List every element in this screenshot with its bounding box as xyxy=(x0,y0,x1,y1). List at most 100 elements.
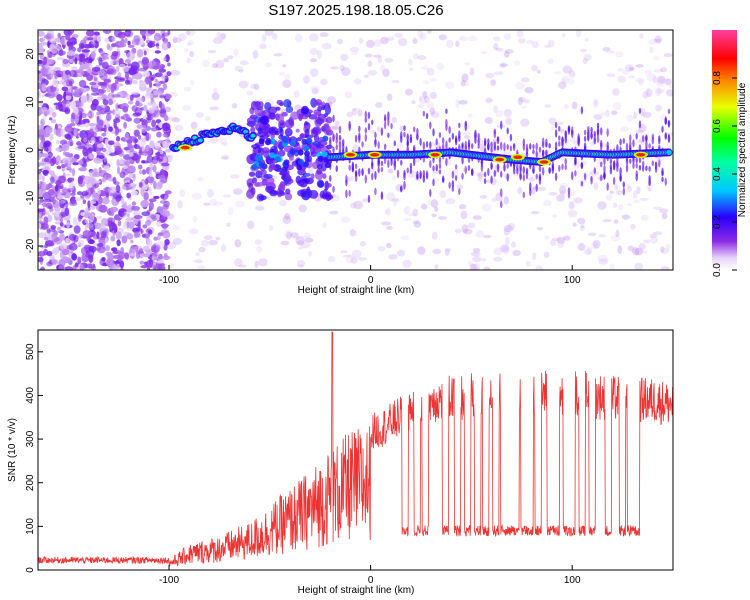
heatmap-blob xyxy=(530,211,540,215)
heatmap-blob xyxy=(606,141,609,149)
heatmap-blob xyxy=(653,206,662,210)
heatmap-blob xyxy=(133,117,142,124)
heatmap-blob xyxy=(582,57,588,65)
spectrogram-y-tick-label: 0 xyxy=(25,147,36,153)
heatmap-blob xyxy=(67,30,75,35)
heatmap-blob xyxy=(184,47,189,53)
heatmap-blob xyxy=(609,190,615,194)
heatmap-blob xyxy=(144,178,149,185)
heatmap-blob xyxy=(55,147,63,152)
heatmap-blob xyxy=(148,201,154,211)
heatmap-blob xyxy=(55,156,61,165)
heatmap-blob xyxy=(418,99,428,105)
heatmap-blob xyxy=(568,201,575,210)
heatmap-blob xyxy=(445,140,448,150)
heatmap-blob xyxy=(619,138,622,146)
heatmap-blob xyxy=(516,30,524,38)
heatmap-blob xyxy=(143,253,150,258)
heatmap-blob xyxy=(250,83,257,89)
heatmap-blob xyxy=(47,205,54,209)
heatmap-blob xyxy=(451,170,455,179)
heatmap-blob xyxy=(429,188,432,197)
heatmap-blob xyxy=(141,169,147,175)
heatmap-blob xyxy=(490,79,497,86)
heatmap-blob xyxy=(641,134,645,143)
heatmap-blob xyxy=(653,68,664,73)
heatmap-blob xyxy=(338,140,342,150)
heatmap-blob xyxy=(644,69,652,75)
heatmap-blob xyxy=(469,263,477,270)
heatmap-blob xyxy=(40,107,48,112)
heatmap-blob xyxy=(38,30,45,37)
heatmap-blob xyxy=(285,188,291,195)
heatmap-blob xyxy=(480,164,484,172)
heatmap-blob xyxy=(96,147,101,156)
heatmap-blob xyxy=(448,181,451,189)
heatmap-blob xyxy=(156,155,164,162)
heatmap-blob xyxy=(645,88,653,98)
heatmap-blob xyxy=(110,53,118,60)
heatmap-blob xyxy=(278,71,286,76)
heatmap-blob xyxy=(160,229,170,234)
heatmap-blob xyxy=(596,157,605,165)
heatmap-blob xyxy=(70,177,75,182)
heatmap-blob xyxy=(253,83,260,91)
heatmap-blob xyxy=(113,225,118,234)
heatmap-blob xyxy=(435,163,438,172)
heatmap-blob xyxy=(380,192,384,200)
heatmap-blob xyxy=(98,155,105,159)
heatmap-blob xyxy=(403,206,410,215)
heatmap-blob xyxy=(167,116,178,122)
heatmap-blob xyxy=(493,71,504,76)
heatmap-blob xyxy=(319,32,329,38)
heatmap-blob xyxy=(163,243,168,251)
heatmap-blob xyxy=(609,263,616,270)
heatmap-blob xyxy=(88,176,97,184)
heatmap-blob xyxy=(419,138,422,146)
heatmap-blob xyxy=(361,141,364,148)
heatmap-blob xyxy=(44,109,51,115)
heatmap-blob xyxy=(103,78,111,84)
heatmap-blob xyxy=(213,36,223,45)
heatmap-blob xyxy=(107,186,117,195)
heatmap-blob xyxy=(81,253,86,262)
heatmap-blob xyxy=(370,153,380,157)
heatmap-blob xyxy=(429,121,432,130)
spectrogram-y-tick-label: -20 xyxy=(25,238,36,253)
heatmap-blob xyxy=(111,247,118,252)
heatmap-blob xyxy=(350,46,360,53)
heatmap-blob xyxy=(82,199,87,205)
heatmap-blob xyxy=(161,162,170,167)
heatmap-blob xyxy=(133,72,143,80)
heatmap-blob xyxy=(400,159,403,166)
heatmap-blob xyxy=(230,174,240,179)
heatmap-blob xyxy=(464,62,471,66)
heatmap-blob xyxy=(143,50,147,56)
heatmap-blob xyxy=(432,165,435,172)
heatmap-blob xyxy=(44,236,51,241)
heatmap-blob xyxy=(51,259,59,265)
heatmap-blob xyxy=(525,151,529,158)
heatmap-blob xyxy=(42,169,49,175)
heatmap-blob xyxy=(550,123,556,132)
heatmap-blob xyxy=(559,190,566,196)
heatmap-blob xyxy=(541,149,545,158)
heatmap-blob xyxy=(609,158,613,165)
heatmap-blob xyxy=(101,147,107,153)
heatmap-blob xyxy=(665,78,672,86)
heatmap-blob xyxy=(587,232,597,237)
heatmap-blob xyxy=(85,94,93,103)
colorbar-gradient xyxy=(712,30,737,270)
heatmap-blob xyxy=(277,113,284,124)
heatmap-blob xyxy=(274,167,285,173)
heatmap-blob xyxy=(573,197,583,204)
heatmap-blob xyxy=(255,101,261,111)
heatmap-blob xyxy=(371,160,374,167)
heatmap-blob xyxy=(454,137,458,146)
heatmap-blob xyxy=(194,259,203,264)
heatmap-blob xyxy=(44,148,49,152)
heatmap-blob xyxy=(593,100,599,108)
heatmap-blob xyxy=(115,197,121,203)
heatmap-blob xyxy=(251,144,261,149)
heatmap-blob xyxy=(77,160,84,165)
